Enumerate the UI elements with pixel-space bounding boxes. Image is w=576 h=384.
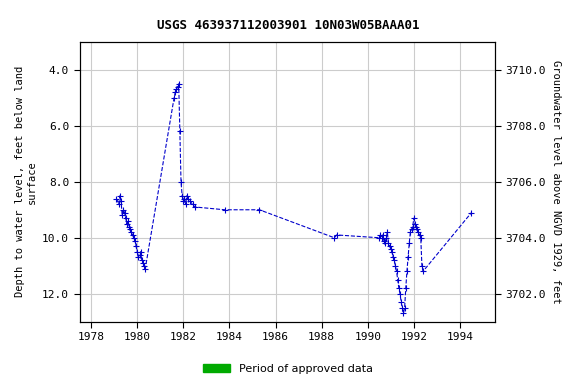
Legend: Period of approved data: Period of approved data xyxy=(198,359,378,379)
Bar xyxy=(458,333,465,341)
Bar xyxy=(374,333,420,341)
Text: USGS 463937112003901 10N03W05BAAA01: USGS 463937112003901 10N03W05BAAA01 xyxy=(157,19,419,32)
Bar xyxy=(333,333,338,341)
Bar xyxy=(172,333,197,341)
Y-axis label: Depth to water level, feet below land
surface: Depth to water level, feet below land su… xyxy=(15,66,37,298)
Bar xyxy=(222,333,229,341)
Y-axis label: Groundwater level above NGVD 1929, feet: Groundwater level above NGVD 1929, feet xyxy=(551,60,561,304)
Bar xyxy=(107,333,128,341)
